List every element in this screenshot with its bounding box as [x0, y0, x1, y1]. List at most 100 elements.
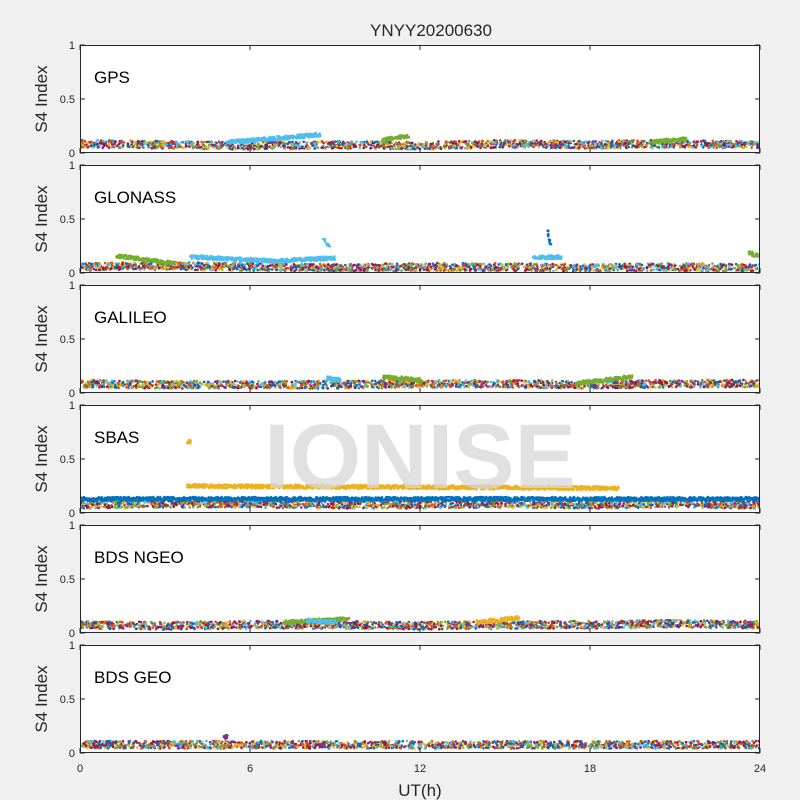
- data-point: [297, 144, 300, 148]
- data-point: [227, 264, 231, 268]
- data-point: [275, 268, 278, 272]
- data-point: [407, 135, 411, 139]
- data-point: [172, 147, 176, 150]
- data-point: [91, 146, 94, 149]
- data-point: [608, 267, 611, 271]
- data-point: [186, 140, 190, 143]
- data-point: [625, 269, 629, 273]
- data-point: [547, 234, 550, 238]
- data-point: [137, 265, 141, 268]
- data-point: [521, 139, 525, 143]
- data-point: [598, 142, 601, 146]
- data-point: [549, 143, 553, 147]
- data-point: [514, 146, 517, 149]
- data-point: [363, 267, 367, 271]
- data-point: [422, 268, 426, 272]
- data-point: [688, 141, 692, 144]
- data-point: [479, 146, 482, 150]
- data-point: [187, 261, 190, 265]
- data-point: [500, 265, 504, 269]
- data-point: [740, 143, 744, 147]
- data-point: [197, 144, 201, 148]
- data-point: [138, 141, 142, 145]
- data-point: [98, 141, 102, 145]
- data-point: [157, 267, 161, 270]
- data-point: [224, 144, 227, 147]
- data-point: [157, 144, 161, 148]
- data-point: [486, 144, 490, 147]
- data-point: [357, 263, 360, 266]
- data-point: [726, 139, 730, 142]
- data-point: [520, 262, 524, 266]
- data-point: [527, 145, 530, 149]
- data-point: [479, 144, 482, 148]
- data-point: [643, 139, 646, 143]
- data-point: [147, 141, 150, 144]
- data-point: [561, 140, 564, 143]
- data-point: [319, 266, 323, 270]
- data-point: [718, 145, 721, 148]
- data-point: [505, 379, 509, 383]
- data-point: [523, 269, 527, 272]
- data-point: [583, 263, 586, 266]
- data-point: [388, 266, 392, 270]
- data-point: [134, 267, 137, 271]
- data-point: [228, 147, 231, 150]
- data-point: [304, 265, 308, 269]
- data-point: [712, 143, 716, 147]
- data-point: [414, 143, 417, 146]
- data-point: [319, 255, 322, 259]
- data-point: [94, 268, 98, 272]
- data-point: [454, 140, 458, 143]
- data-point: [409, 144, 412, 148]
- data-point: [141, 266, 144, 270]
- data-point: [80, 266, 84, 269]
- data-point: [481, 140, 485, 143]
- data-point: [633, 268, 636, 272]
- data-point: [317, 141, 320, 144]
- data-point: [477, 140, 481, 143]
- data-point: [649, 265, 653, 269]
- data-point: [692, 144, 696, 147]
- data-point: [552, 140, 556, 144]
- data-point: [209, 144, 212, 147]
- data-point: [445, 263, 448, 266]
- data-point: [711, 139, 715, 143]
- data-point: [394, 269, 398, 272]
- data-point: [729, 267, 733, 271]
- data-point: [231, 264, 235, 267]
- data-point: [214, 144, 217, 147]
- data-point: [556, 143, 560, 147]
- data-point: [409, 148, 412, 151]
- data-point: [85, 263, 88, 267]
- data-point: [542, 142, 545, 145]
- data-point: [267, 269, 271, 273]
- data-point: [489, 142, 493, 146]
- data-point: [178, 262, 182, 266]
- data-point: [412, 145, 415, 148]
- data-point: [330, 141, 334, 145]
- data-point: [118, 146, 122, 150]
- data-point: [350, 140, 353, 143]
- data-point: [618, 264, 622, 268]
- y-axis-label: S4 Index: [32, 185, 51, 253]
- data-point: [160, 140, 164, 143]
- data-point: [508, 145, 511, 148]
- data-point: [668, 140, 671, 144]
- data-point: [107, 143, 111, 146]
- data-point: [446, 268, 449, 272]
- data-point: [457, 264, 460, 268]
- data-point: [591, 142, 594, 146]
- data-point: [579, 267, 583, 271]
- data-point: [747, 265, 750, 269]
- data-point: [290, 143, 294, 147]
- data-point: [637, 268, 641, 271]
- data-point: [89, 144, 93, 148]
- data-point: [685, 262, 688, 265]
- data-point: [233, 147, 236, 151]
- data-point: [101, 266, 105, 270]
- data-point: [567, 141, 571, 145]
- data-point: [551, 262, 554, 266]
- data-point: [301, 266, 305, 270]
- data-point: [498, 268, 501, 271]
